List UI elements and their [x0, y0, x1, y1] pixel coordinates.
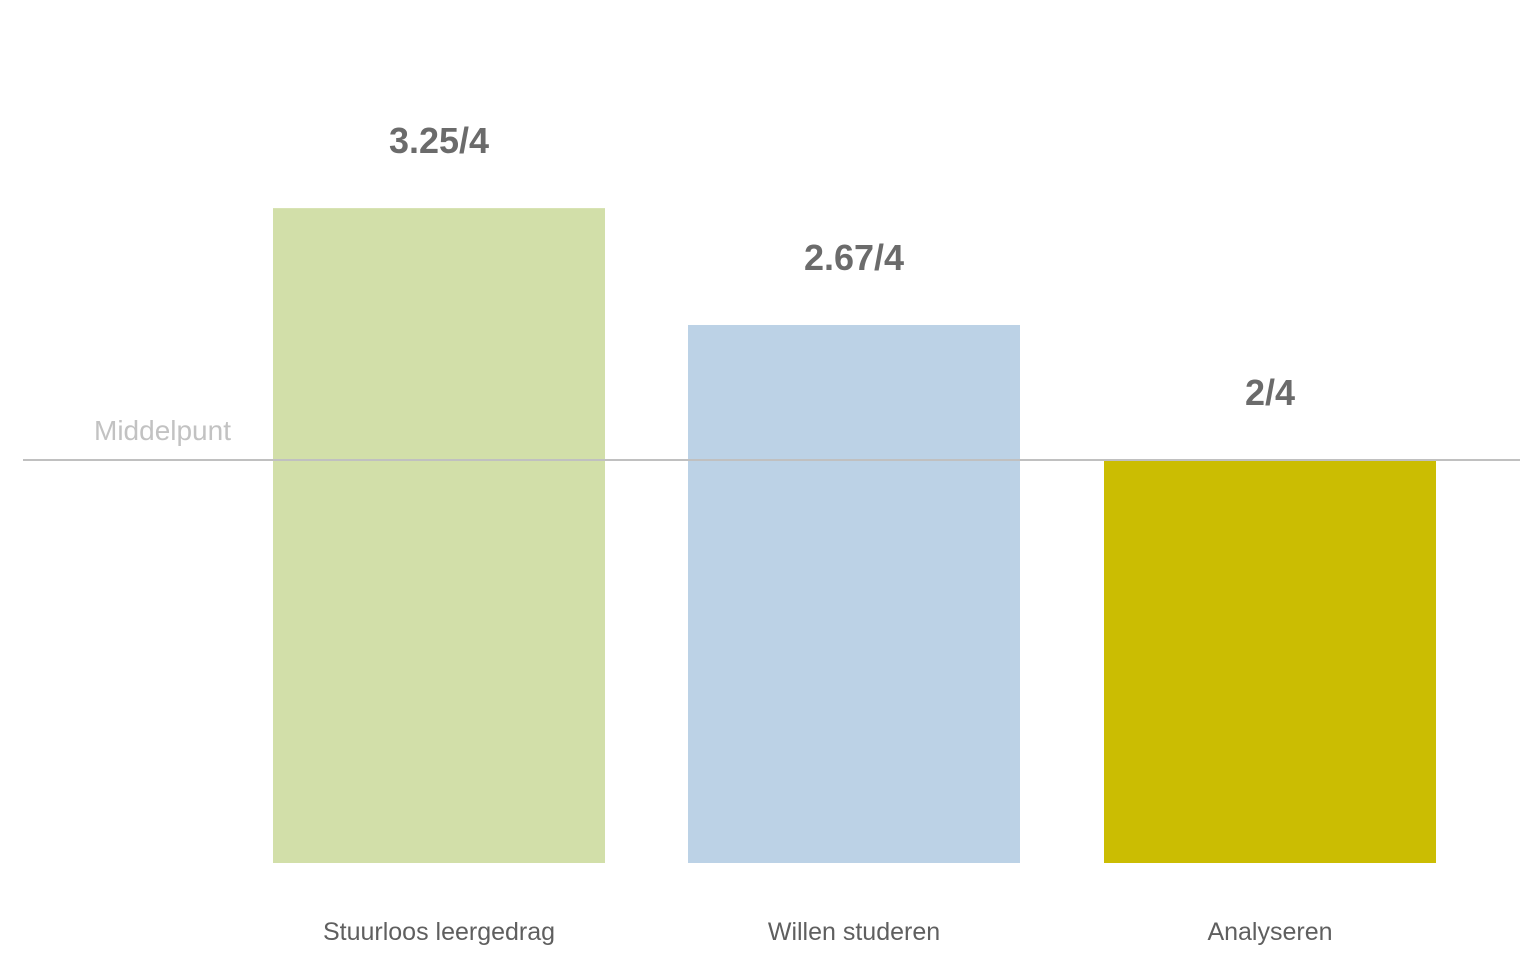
- category-label-3: Analyseren: [1207, 918, 1332, 946]
- midpoint-reference-label: Middelpunt: [94, 415, 231, 446]
- bar-value-label-2: 2.67/4: [804, 237, 904, 278]
- category-labels-layer: Stuurloos leergedrag Willen studeren Analy…: [323, 918, 1333, 946]
- bar-value-label-3: 2/4: [1245, 372, 1295, 413]
- category-label-2: Willen studeren: [768, 918, 940, 946]
- bars-layer: [273, 208, 1436, 863]
- bar-3: [1104, 460, 1436, 863]
- value-labels-layer: 3.25/4 2.67/4 2/4: [389, 120, 1295, 413]
- category-label-1: Stuurloos leergedrag: [323, 918, 555, 946]
- bar-value-label-1: 3.25/4: [389, 120, 489, 161]
- bar-2: [688, 324, 1020, 863]
- bar-1: [273, 208, 605, 863]
